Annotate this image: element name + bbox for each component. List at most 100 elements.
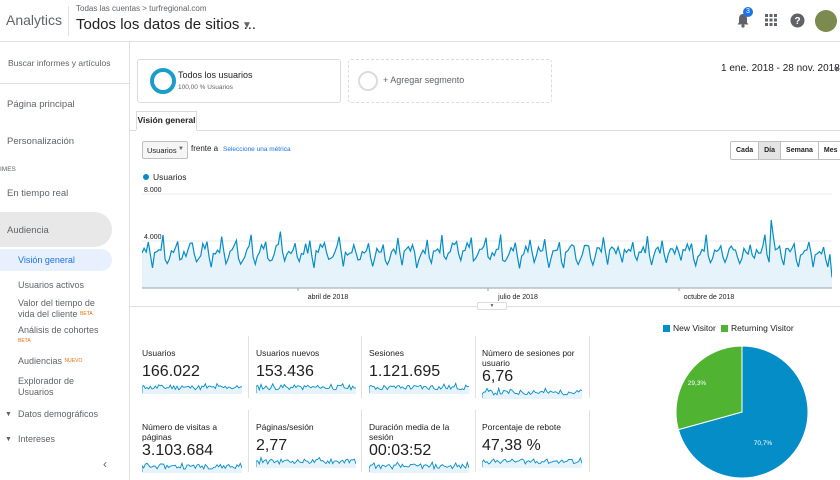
view-selector[interactable]: Todos los datos de sitios ... — [76, 16, 257, 33]
empty-segment-ring-icon — [358, 71, 378, 91]
metric-card[interactable]: Usuarios nuevos 153.436 — [256, 348, 362, 410]
collapse-sidebar-icon[interactable]: ‹ — [103, 457, 107, 471]
series-line-users[interactable] — [142, 219, 832, 278]
header-divider — [68, 6, 69, 36]
pie-label-returning: 29,3% — [688, 380, 707, 387]
pie-label-new: 70,7% — [754, 440, 773, 447]
metric-card[interactable]: Porcentaje de rebote 47,38 % — [482, 422, 588, 480]
pie-slice-returning-visitor[interactable] — [675, 345, 743, 431]
segment-name: Todos los usuarios — [178, 70, 253, 80]
sidebar-item-home[interactable]: Página principal — [7, 99, 75, 110]
metric-sparkline — [142, 461, 242, 473]
add-segment-button[interactable]: + Agregar segmento — [348, 59, 552, 103]
cohort-label: Análisis de cohortes — [18, 325, 99, 335]
visitor-type-pie-chart[interactable]: 70,7% 29,3% — [675, 345, 809, 479]
metric-value: 153.436 — [256, 363, 314, 380]
users-line-chart[interactable]: 8.000 4.000 abril de 2018 julio de 2018 octu… — [142, 186, 832, 302]
metric-card[interactable]: Usuarios 166.022 — [142, 348, 248, 410]
metric-value: 166.022 — [142, 363, 200, 380]
returning-visitor-swatch — [721, 324, 728, 332]
notification-badge: 3 — [743, 7, 753, 17]
top-header: Analytics Todas las cuentas > turfregion… — [0, 0, 840, 42]
metric-sparkline — [256, 456, 356, 468]
date-range-picker[interactable]: 1 ene. 2018 - 28 nov. 2018 — [721, 63, 840, 74]
metric-separator — [475, 410, 476, 472]
metric-label: Sesiones — [369, 348, 404, 358]
sidebar-active-item-bg — [0, 249, 112, 271]
interval-button[interactable]: Día — [759, 142, 782, 159]
metric-sparkline — [256, 382, 356, 394]
ltv-label-line2: vida del cliente — [18, 309, 78, 319]
series-legend-label[interactable]: Usuarios — [153, 172, 187, 182]
y-tick-label: 8.000 — [144, 187, 162, 194]
sparkline-line — [369, 461, 469, 472]
metric-card[interactable]: Páginas/sesión 2,77 — [256, 422, 362, 480]
new-badge: NUEVO — [64, 358, 83, 364]
tab-overview[interactable]: Visión general — [136, 111, 197, 131]
metric-card[interactable]: Duración media de la sesión 00:03:52 — [369, 422, 475, 480]
metric-label: Número de sesiones por usuario — [482, 348, 575, 368]
metric-select[interactable]: Usuarios — [142, 141, 188, 159]
interval-buttons: Cada horaDíaSemanaMes — [730, 141, 840, 160]
x-tick-label: octubre de 2018 — [684, 294, 735, 301]
interval-button[interactable]: Cada hora — [731, 142, 760, 159]
metric-card[interactable]: Sesiones 1.121.695 — [369, 348, 475, 410]
sidebar-item-realtime[interactable]: En tiempo real — [7, 188, 69, 199]
sidebar-sub-interests[interactable]: Intereses — [18, 434, 56, 444]
sparkline-line — [142, 461, 242, 472]
metric-separator — [248, 336, 249, 398]
segment-ring-icon — [150, 68, 176, 94]
metric-separator — [361, 336, 362, 398]
caret-down-icon[interactable]: ▼ — [242, 20, 252, 31]
sidebar-sub-user-explorer[interactable]: Explorador de Usuarios — [18, 376, 74, 398]
sidebar-sub-demographics[interactable]: Datos demográficos — [18, 409, 99, 419]
pie-slice-new-visitor[interactable] — [677, 345, 809, 479]
caret-down-icon[interactable]: ▼ — [178, 146, 184, 152]
metric-value: 2,77 — [256, 437, 288, 454]
explorer-label-line2: Usuarios — [18, 387, 54, 397]
sparkline-area — [256, 383, 356, 394]
caret-down-icon[interactable]: ▼ — [5, 411, 12, 418]
sparkline-area — [142, 383, 242, 394]
sidebar-item-customization[interactable]: Personalización — [7, 136, 75, 147]
account-breadcrumb[interactable]: Todas las cuentas > turfregional.com — [76, 4, 207, 13]
avatar[interactable] — [815, 10, 837, 32]
beta-badge: BETA — [18, 338, 31, 344]
metric-card[interactable]: Número de sesiones por usuario 6,76 — [482, 348, 588, 410]
sidebar-search-input[interactable]: Buscar informes y artículos — [0, 42, 129, 84]
sparkline-line — [369, 382, 469, 393]
sidebar-sub-audiences[interactable]: Audiencias NUEVO — [18, 356, 82, 367]
metric-card[interactable]: Número de visitas a páginas 3.103.684 — [142, 422, 248, 480]
segment-all-users[interactable]: Todos los usuarios 100,00 % Usuarios — [137, 59, 341, 103]
select-metric-link[interactable]: Seleccione una métrica — [223, 146, 291, 153]
sparkline-line — [256, 382, 356, 393]
app-name[interactable]: Analytics — [6, 12, 63, 28]
interval-button[interactable]: Semana — [781, 142, 819, 159]
pie-legend-new[interactable]: New Visitor — [663, 323, 716, 333]
sparkline-line — [482, 456, 582, 467]
sidebar-item-audience[interactable]: Audiencia — [7, 225, 49, 236]
sparkline-line — [142, 382, 242, 393]
pie-legend-returning[interactable]: Returning Visitor — [721, 323, 794, 333]
interval-button[interactable]: Mes — [818, 142, 840, 159]
expand-chart-handle[interactable]: ▼ — [477, 302, 507, 310]
tab-divider — [130, 130, 840, 131]
audiences-label: Audiencias — [18, 356, 63, 366]
sidebar-section-reports: IMES — [0, 166, 16, 173]
sparkline-line — [256, 456, 356, 467]
ltv-label-line1: Valor del tiempo de — [18, 298, 95, 308]
segment-percentage: 100,00 % Usuarios — [178, 84, 233, 91]
caret-down-icon[interactable]: ▼ — [5, 436, 12, 443]
sidebar-sub-cohort[interactable]: Análisis de cohortes BETA — [18, 325, 99, 347]
sidebar-sub-overview[interactable]: Visión general — [18, 255, 75, 265]
series-area — [142, 219, 832, 288]
metric-separator — [361, 410, 362, 472]
pie-legend-label: New Visitor — [673, 323, 716, 333]
caret-down-icon[interactable]: ▾ — [834, 64, 839, 74]
versus-label: frente a — [191, 144, 219, 153]
apps-grid-icon[interactable] — [762, 11, 780, 29]
sidebar-sub-lifetime-value[interactable]: Valor del tiempo de vida del cliente BET… — [18, 298, 95, 320]
help-icon[interactable]: ? — [788, 11, 806, 29]
metric-label: Número de visitas a páginas — [142, 422, 218, 442]
sidebar-sub-active-users[interactable]: Usuarios activos — [18, 280, 85, 290]
